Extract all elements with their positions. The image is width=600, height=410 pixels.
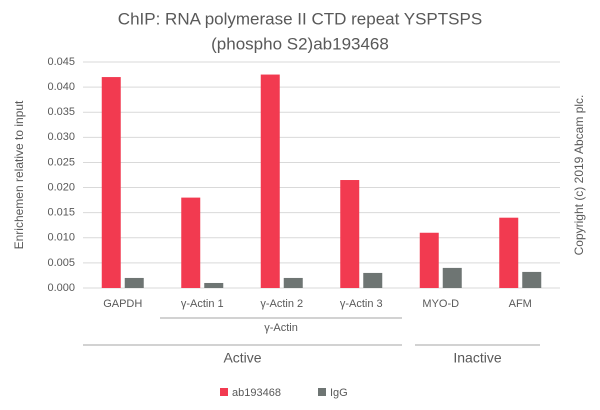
bar (181, 197, 201, 288)
bar (260, 74, 280, 288)
chart-subtitle: (phospho S2)ab193468 (211, 34, 389, 53)
bar (363, 272, 383, 288)
y-tick-label: 0.040 (47, 81, 75, 93)
bar (101, 77, 121, 288)
x-tick-label: MYO-D (422, 298, 459, 310)
y-tick-label: 0.035 (47, 106, 75, 118)
bar (442, 267, 462, 288)
x-tick-label: AFM (509, 298, 532, 310)
copyright: Copyright (c) 2019 Abcam plc. (572, 95, 586, 256)
y-tick-label: 0.025 (47, 156, 75, 168)
legend-swatch (318, 388, 326, 396)
bar (124, 277, 144, 288)
bar (522, 271, 542, 288)
x-tick-label: γ-Actin 3 (340, 298, 383, 310)
bar (419, 232, 439, 288)
y-tick-label: 0.005 (47, 257, 75, 269)
group-label: Inactive (453, 350, 501, 366)
y-tick-label: 0.015 (47, 207, 75, 219)
bar (204, 282, 224, 288)
y-tick-label: 0.010 (47, 232, 75, 244)
y-tick-label: 0.020 (47, 181, 75, 193)
group-label: Active (223, 350, 261, 366)
legend-label: ab193468 (232, 387, 281, 399)
y-tick-label: 0.030 (47, 131, 75, 143)
bar (499, 217, 519, 288)
y-tick-label: 0.045 (47, 56, 75, 68)
x-tick-label: γ-Actin 2 (260, 298, 303, 310)
group-label: γ-Actin (264, 322, 298, 334)
legend-label: IgG (330, 387, 348, 399)
chart-title: ChIP: RNA polymerase II CTD repeat YSPTS… (118, 9, 482, 28)
legend-swatch (220, 388, 228, 396)
y-axis-label: Enrichemen relative to input (12, 100, 26, 249)
x-tick-label: γ-Actin 1 (181, 298, 224, 310)
y-tick-label: 0.000 (47, 282, 75, 294)
bar (340, 180, 360, 288)
x-tick-label: GAPDH (103, 298, 142, 310)
bar (283, 277, 303, 288)
